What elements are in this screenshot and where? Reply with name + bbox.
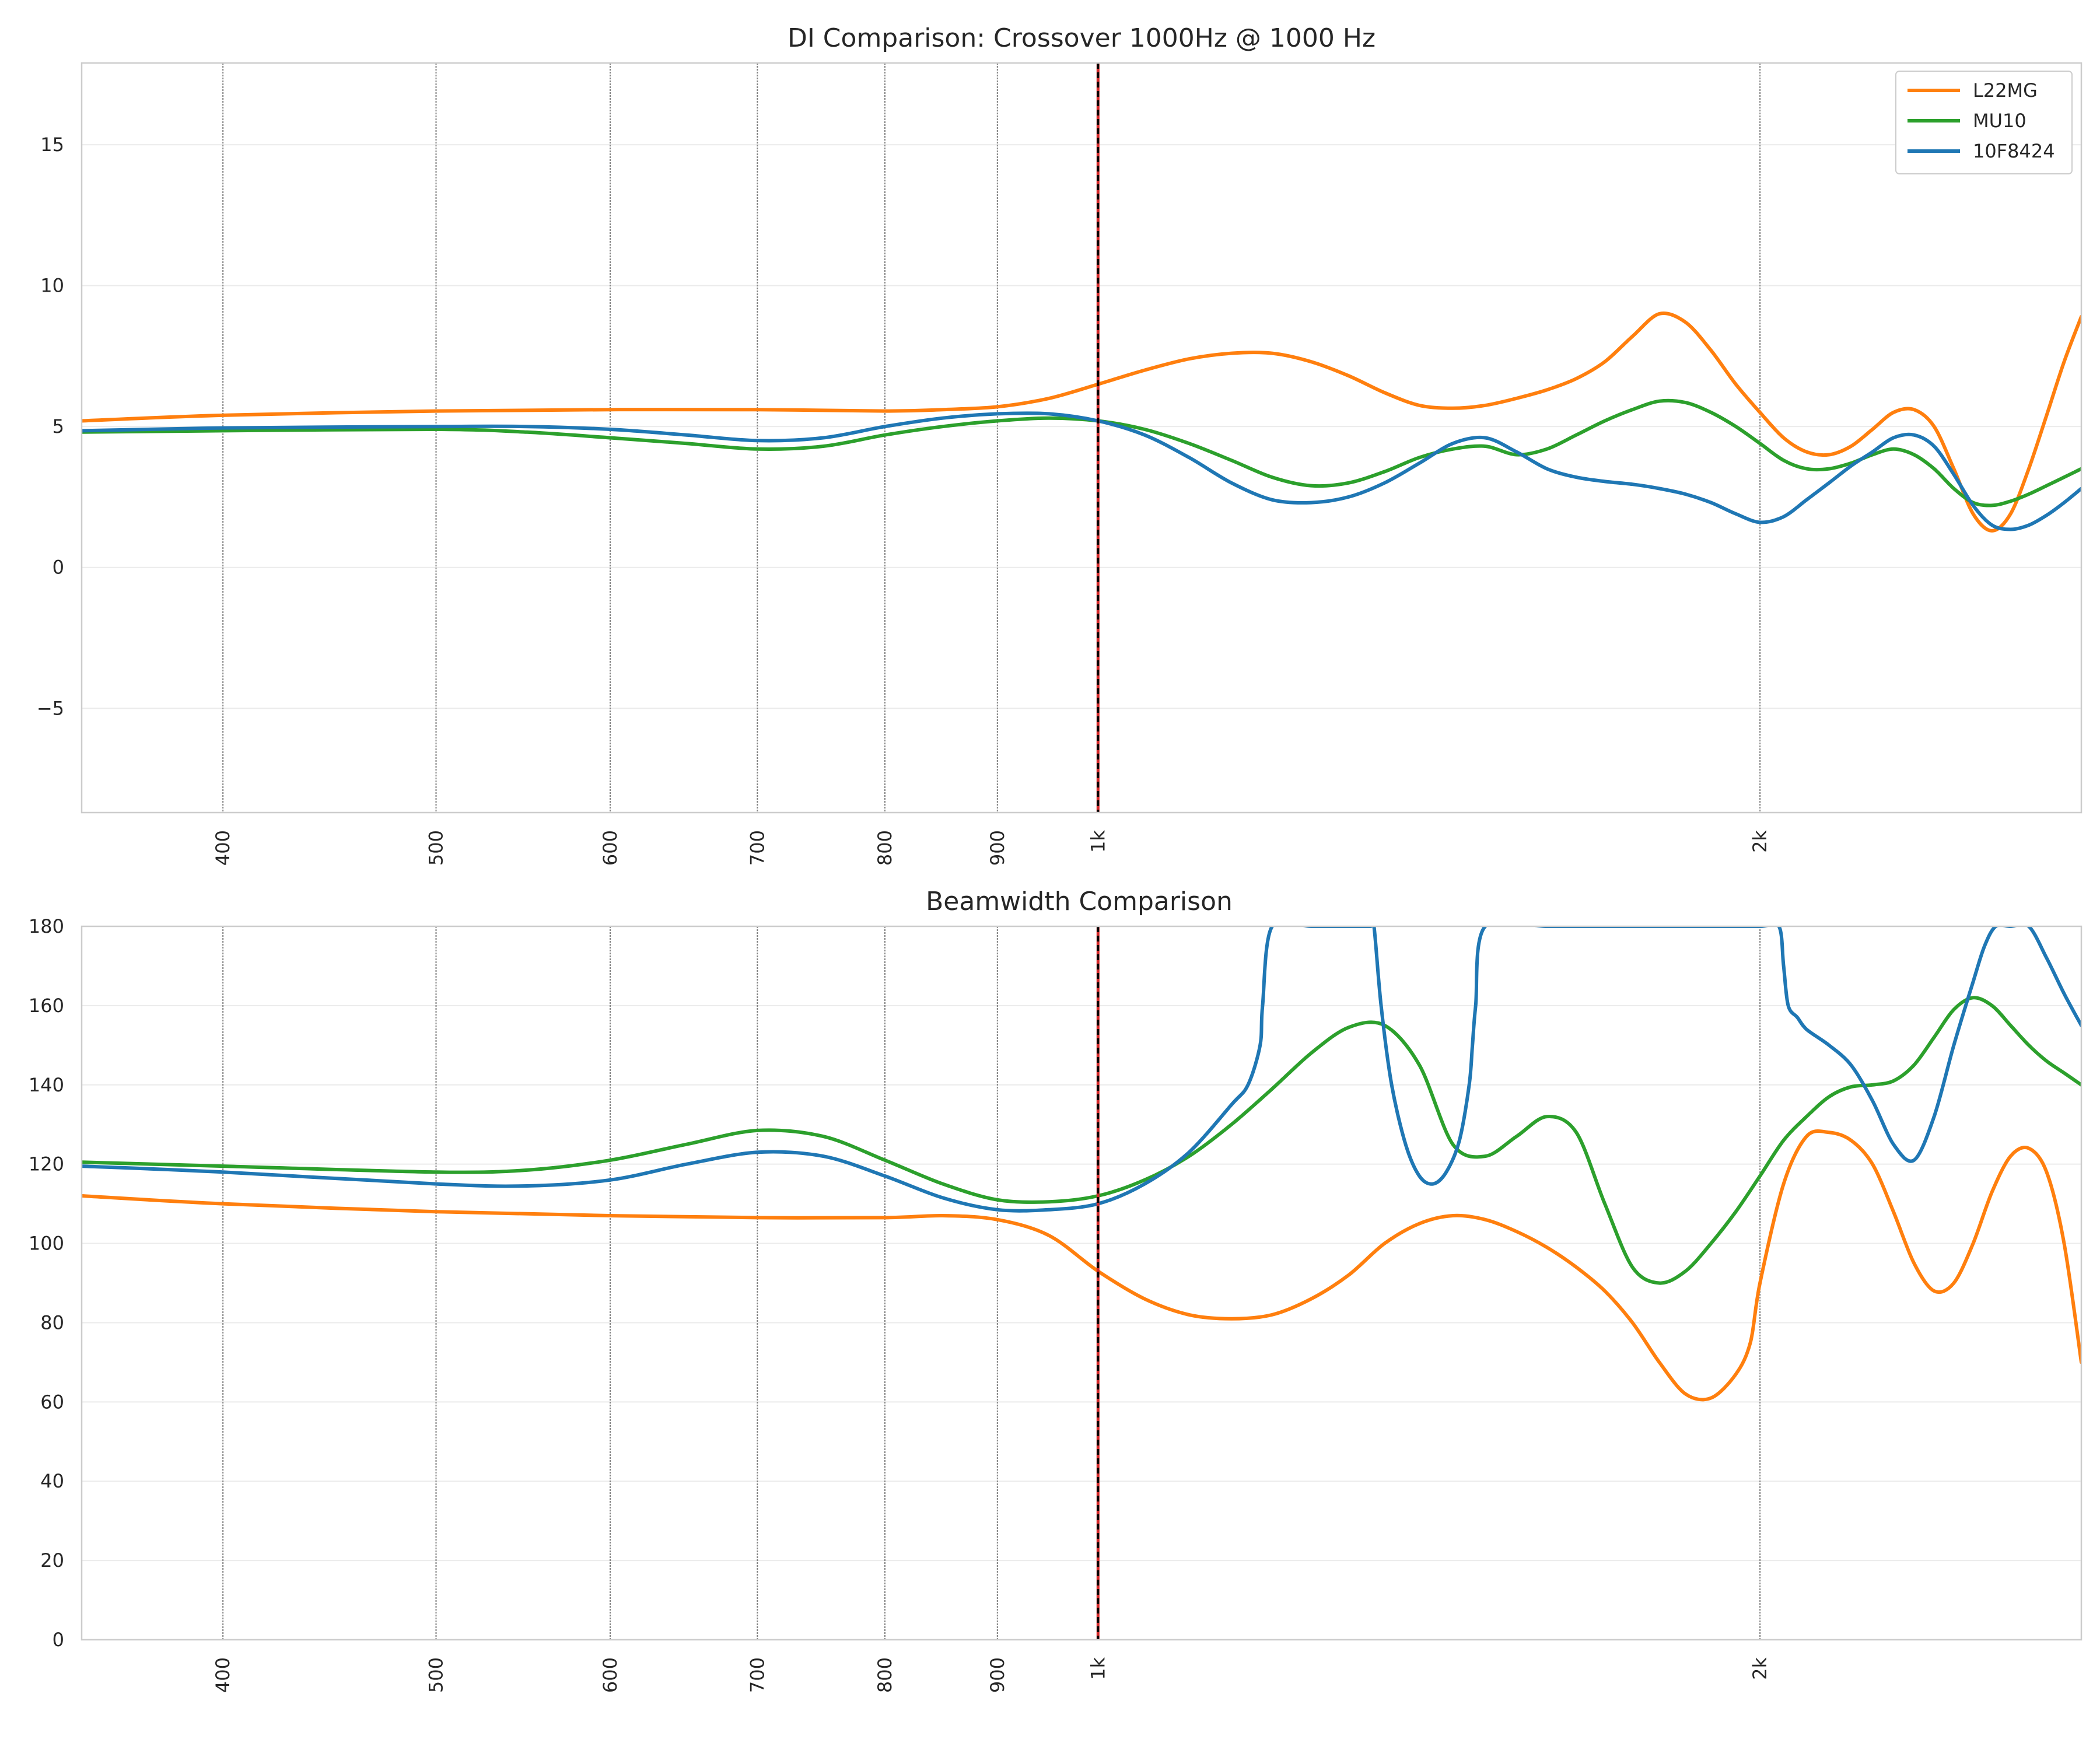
beamwidth-x-tick-label: 600 xyxy=(599,1657,621,1693)
beamwidth-x-tick-labels: 400 500 600 700 800 900 1k 2k xyxy=(212,1657,1771,1693)
di-y-tick-label: −5 xyxy=(37,697,64,719)
di-series-10f8424 xyxy=(82,411,2081,531)
beamwidth-y-tick-labels: 0 20 40 60 80 100 120 140 160 180 xyxy=(29,915,64,1651)
beamwidth-chart-panel: 0 20 40 60 80 100 120 140 160 180 400 500 600 700 800… xyxy=(29,887,2082,1693)
beamwidth-y-tick-label: 20 xyxy=(40,1549,64,1572)
beamwidth-y-tick-label: 80 xyxy=(40,1311,64,1334)
beamwidth-y-tick-label: 160 xyxy=(29,995,64,1017)
beamwidth-x-tick-label: 1k xyxy=(1087,1657,1109,1680)
beamwidth-y-tick-label: 180 xyxy=(29,915,64,937)
beamwidth-y-tick-label: 60 xyxy=(40,1391,64,1413)
di-vertical-grid xyxy=(222,63,1761,813)
beamwidth-x-tick-label: 500 xyxy=(425,1657,447,1693)
beamwidth-x-tick-label: 700 xyxy=(746,1657,768,1693)
beamwidth-y-tick-label: 140 xyxy=(29,1074,64,1096)
beamwidth-plot-area xyxy=(82,926,2081,1640)
beamwidth-chart-title: Beamwidth Comparison xyxy=(926,887,1233,916)
di-x-tick-label: 800 xyxy=(874,830,896,866)
beamwidth-y-tick-label: 40 xyxy=(40,1470,64,1492)
legend-box xyxy=(1895,71,2073,174)
di-chart-panel: −5 0 5 10 15 400 500 600 700 800 900 1k 2k DI Compa… xyxy=(37,23,2082,866)
legend-label-l22mg: L22MG xyxy=(1973,79,2038,102)
beamwidth-x-tick-label: 2k xyxy=(1749,1657,1771,1680)
beamwidth-plot-frame xyxy=(80,925,2082,1641)
beamwidth-series-l22mg xyxy=(82,1129,2081,1402)
di-x-tick-label: 900 xyxy=(986,830,1009,866)
beamwidth-series-group xyxy=(82,926,2081,1402)
beamwidth-x-tick-label: 900 xyxy=(986,1657,1009,1693)
beamwidth-x-tick-label: 800 xyxy=(874,1657,896,1693)
di-y-tick-labels: −5 0 5 10 15 xyxy=(37,134,64,719)
di-y-tick-label: 5 xyxy=(52,415,64,438)
beamwidth-series-mu10 xyxy=(82,996,2081,1285)
beamwidth-x-tick-label: 400 xyxy=(212,1657,234,1693)
di-y-tick-label: 10 xyxy=(40,275,64,297)
di-series-group xyxy=(82,312,2081,533)
di-y-tick-label: 15 xyxy=(40,134,64,156)
legend-label-10f8424: 10F8424 xyxy=(1973,140,2055,162)
legend: L22MG MU10 10F8424 xyxy=(1895,71,2073,174)
di-x-tick-label: 400 xyxy=(212,830,234,866)
beamwidth-y-tick-label: 120 xyxy=(29,1153,64,1175)
di-chart-title: DI Comparison: Crossover 1000Hz @ 1000 H… xyxy=(788,23,1376,53)
beamwidth-y-tick-label: 100 xyxy=(29,1233,64,1255)
di-x-tick-label: 2k xyxy=(1749,830,1771,853)
di-x-tick-label: 1k xyxy=(1087,830,1109,853)
beamwidth-y-tick-label: 0 xyxy=(52,1629,64,1651)
di-x-tick-labels: 400 500 600 700 800 900 1k 2k xyxy=(212,830,1771,866)
di-x-tick-label: 500 xyxy=(425,830,447,866)
di-x-tick-label: 700 xyxy=(746,830,768,866)
di-plot-area xyxy=(82,63,2081,813)
di-x-tick-label: 600 xyxy=(599,830,621,866)
di-y-tick-label: 0 xyxy=(52,556,64,579)
di-series-l22mg xyxy=(82,312,2081,533)
di-plot-frame xyxy=(80,62,2082,814)
di-series-mu10 xyxy=(82,398,2081,508)
legend-label-mu10: MU10 xyxy=(1973,110,2027,132)
beamwidth-series-10f8424 xyxy=(82,926,2081,1213)
